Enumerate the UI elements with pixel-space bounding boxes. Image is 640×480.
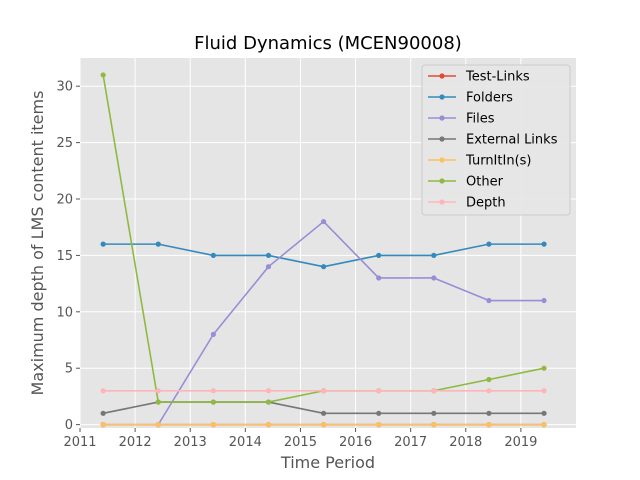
- legend-item: Test-Links: [428, 70, 530, 85]
- y-axis-label: Maximum depth of LMS content items: [28, 91, 47, 396]
- data-point: [320, 264, 327, 270]
- data-point: [320, 422, 327, 428]
- data-point: [376, 388, 382, 394]
- legend-item: Folders: [428, 91, 513, 106]
- data-point: [431, 275, 437, 281]
- data-point: [486, 410, 492, 416]
- data-point: [265, 399, 272, 405]
- y-tick-label: 25: [56, 136, 73, 151]
- y-tick-label: 0: [65, 418, 73, 433]
- y-tick-label: 20: [56, 193, 73, 208]
- legend-label: Depth: [466, 196, 506, 211]
- y-tick-label: 10: [56, 305, 73, 320]
- x-tick-label: 2016: [339, 435, 372, 450]
- data-point: [210, 331, 216, 337]
- legend-marker: [439, 115, 445, 121]
- data-point: [100, 388, 106, 394]
- x-tick-label: 2012: [119, 435, 152, 450]
- legend-label: Test-Links: [465, 70, 530, 85]
- data-point: [431, 388, 437, 394]
- data-point: [210, 252, 216, 259]
- legend-label: TurnItIn(s): [465, 154, 531, 169]
- x-axis-label: Time Period: [280, 453, 375, 472]
- x-tick-label: 2011: [63, 435, 96, 450]
- legend-item: Depth: [428, 196, 506, 211]
- data-point: [486, 241, 492, 247]
- data-point: [100, 241, 106, 247]
- data-point: [486, 297, 492, 304]
- data-point: [376, 252, 382, 259]
- series-folders: [100, 241, 547, 270]
- legend-item: TurnItIn(s): [428, 154, 531, 169]
- legend-item: External Links: [428, 133, 558, 148]
- data-point: [320, 410, 327, 416]
- series-layer: [100, 72, 547, 428]
- x-tick-label: 2017: [394, 435, 427, 450]
- y-tick-label: 15: [56, 249, 73, 264]
- data-point: [376, 275, 382, 281]
- data-point: [541, 365, 547, 371]
- legend-marker: [439, 94, 445, 100]
- legend: Test-Links Folders Files External Links Turn…: [421, 64, 571, 216]
- data-point: [100, 72, 106, 78]
- legend-frame: [421, 64, 571, 216]
- y-tick-label: 30: [56, 80, 73, 95]
- data-point: [155, 422, 161, 428]
- x-tick-label: 2014: [229, 435, 262, 450]
- x-tick-label: 2018: [449, 435, 482, 450]
- legend-label: Folders: [466, 91, 513, 106]
- legend-label: Other: [466, 175, 504, 190]
- data-point: [265, 388, 272, 394]
- data-point: [541, 241, 547, 247]
- legend-marker: [439, 199, 445, 205]
- series-depth: [100, 388, 547, 394]
- data-point: [486, 388, 492, 394]
- legend-marker: [439, 157, 445, 163]
- data-point: [155, 241, 161, 247]
- data-point: [431, 422, 437, 428]
- data-point: [486, 376, 492, 383]
- x-tick-label: 2015: [284, 435, 317, 450]
- data-point: [100, 422, 106, 428]
- data-point: [541, 410, 547, 416]
- data-point: [320, 218, 327, 225]
- legend-label: External Links: [466, 133, 558, 148]
- series-turnitin-s: [100, 422, 547, 428]
- legend-marker: [439, 73, 445, 79]
- y-axis: 0 5 10 15 20 25 30: [56, 80, 80, 433]
- chart-title: Fluid Dynamics (MCEN90008): [194, 33, 462, 54]
- grid: [79, 58, 576, 428]
- legend-item: Files: [428, 112, 495, 127]
- x-tick-label: 2019: [504, 435, 537, 450]
- data-point: [265, 252, 272, 259]
- data-point: [155, 388, 161, 394]
- data-point: [265, 422, 272, 428]
- data-point: [376, 410, 382, 416]
- data-point: [265, 264, 272, 270]
- data-point: [210, 422, 216, 428]
- data-point: [541, 422, 547, 428]
- data-point: [431, 252, 437, 259]
- data-point: [210, 399, 216, 405]
- data-point: [155, 399, 161, 405]
- series-line: [157, 220, 545, 426]
- data-point: [100, 410, 106, 416]
- legend-marker: [439, 136, 445, 142]
- data-point: [541, 388, 547, 394]
- y-tick-label: 5: [65, 362, 73, 377]
- data-point: [486, 422, 492, 428]
- x-tick-label: 2013: [174, 435, 207, 450]
- data-point: [431, 410, 437, 416]
- legend-item: Other: [428, 175, 504, 190]
- data-point: [541, 297, 547, 304]
- x-axis: 2011 2012 2013 2014 2015 2016 2017 2018 2019: [63, 428, 537, 450]
- legend-marker: [439, 178, 445, 184]
- data-point: [210, 388, 216, 394]
- data-point: [320, 388, 327, 394]
- legend-label: Files: [466, 112, 495, 127]
- data-point: [376, 422, 382, 428]
